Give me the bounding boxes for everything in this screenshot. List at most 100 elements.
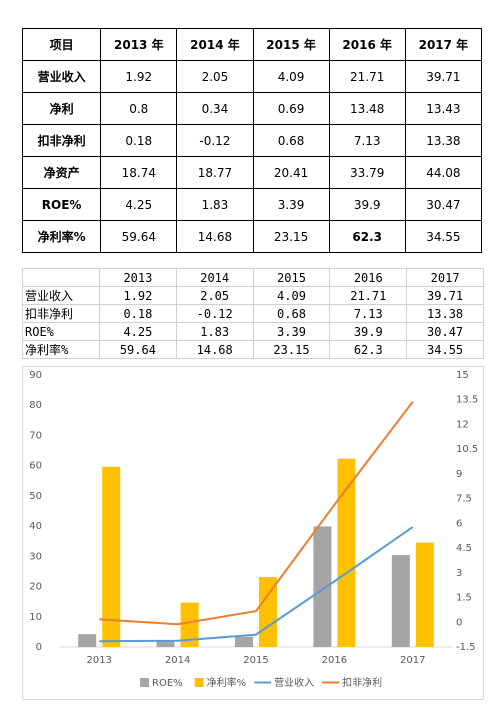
header-cell: 2015 年 [252,28,330,61]
cell: 营业收入 [21,60,102,93]
bar [235,636,253,647]
cell: 0.68 [252,304,331,323]
cell: 1.92 [99,286,177,305]
line [99,526,414,643]
cell: -0.12 [176,124,254,157]
cell: 34.55 [406,340,484,359]
row: 营业收入 1.92 2.05 4.09 21.71 39.71 [22,286,484,305]
legend-label: 营业收入 [274,676,314,689]
cell: 13.43 [404,92,483,125]
y2-tick-label: 4.5 [456,543,472,554]
y2-tick-label: 12 [456,419,469,430]
cell: 营业收入 [22,286,100,305]
cell: 34.55 [404,220,483,253]
x-tick-label: 2017 [400,655,425,666]
cell: 39.9 [328,188,406,221]
header-row: 2013 2014 2015 2016 2017 [22,268,484,287]
header-cell: 2014 年 [176,28,254,61]
cell: 1.92 [100,60,178,93]
cell: 20.41 [252,156,330,189]
y-tick-label: 80 [29,400,42,411]
legend-label: ROE% [152,678,183,689]
row: ROE% 4.25 1.83 3.39 39.9 30.47 [22,322,484,341]
header-cell: 2014 [175,268,254,287]
cell: 62.3 [329,340,408,359]
cell: ROE% [22,322,100,341]
cell: 13.48 [328,92,406,125]
row: 净利 0.8 0.34 0.69 13.48 13.43 [21,92,483,125]
bar [102,466,121,647]
row: 营业收入 1.92 2.05 4.09 21.71 39.71 [21,60,483,93]
cell: 23.15 [252,220,330,253]
cell: 扣非净利 [21,124,102,157]
cell: 7.13 [329,304,408,323]
y2-tick-label: 13.5 [456,395,478,406]
y2-tick-label: 6 [456,518,462,529]
legend-label: 净利率% [207,676,247,689]
cell: 0.68 [252,124,330,157]
cell: ROE% [21,188,102,221]
cell: 30.47 [406,322,484,341]
x-tick-label: 2014 [165,655,190,666]
y-tick-label: 50 [29,491,42,502]
y2-tick-label: 15 [456,370,469,381]
y2-tick-label: 0 [456,617,462,628]
y2-tick-label: 10.5 [456,444,478,455]
sheet-table: 2013 2014 2015 2016 2017 营业收入 1.92 2.05 4.09 21.7… [22,268,484,359]
cell: 1.83 [176,188,254,221]
cell: 净利率% [21,220,102,253]
line [99,401,414,626]
row: 扣非净利 0.18 -0.12 0.68 7.13 13.38 [22,304,484,323]
row: 净利率% 59.64 14.68 23.15 62.3 34.55 [22,340,484,359]
cell: 14.68 [176,220,254,253]
y-tick-label: 20 [29,582,42,593]
cell: 4.09 [252,60,330,93]
bar [391,554,410,647]
y-tick-label: 70 [29,430,42,441]
y-tick-label: 60 [29,461,42,472]
cell: 39.71 [406,286,484,305]
bar [78,634,97,647]
data-table: 项目 2013 年 2014 年 2015 年 2016 年 2017 年营业收入 1.92… [21,28,483,253]
cell: 2.05 [176,60,254,93]
bar [415,542,434,647]
cell: 21.71 [329,286,408,305]
cell: 39.71 [404,60,483,93]
header-cell: 项目 [21,28,102,61]
bar [156,641,175,647]
bar [337,458,356,647]
cell: 0.18 [100,124,178,157]
row: ROE% 4.25 1.83 3.39 39.9 30.47 [21,188,483,221]
y2-tick-label: 1.5 [456,593,472,604]
bar [313,526,332,647]
row: 扣非净利 0.18 -0.12 0.68 7.13 13.38 [21,124,483,157]
x-tick-label: 2013 [86,655,111,666]
cell: 0.8 [100,92,178,125]
cell: 7.13 [328,124,406,157]
cell: 3.39 [252,322,331,341]
y2-tick-label: 7.5 [456,494,472,505]
x-tick-label: 2016 [322,655,347,666]
cell: 18.77 [176,156,254,189]
cell: 62.3 [328,220,406,253]
cell: 0.69 [252,92,330,125]
header-cell: 2017 [406,268,484,287]
header-cell: 2016 [329,268,408,287]
chart-frame [22,366,484,700]
cell: 0.34 [176,92,254,125]
cell: 13.38 [406,304,484,323]
cell: 3.39 [252,188,330,221]
y-tick-label: 30 [29,551,42,562]
cell: 30.47 [404,188,483,221]
cell: 59.64 [99,340,177,359]
cell: 13.38 [404,124,483,157]
cell: 39.9 [329,322,408,341]
cell: 4.09 [252,286,331,305]
legend-label: 扣非净利 [342,676,382,689]
y-tick-label: 10 [29,612,42,623]
bar [180,602,199,647]
cell: -0.12 [175,304,254,323]
header-cell: 2013 年 [100,28,178,61]
cell: 4.25 [99,322,177,341]
